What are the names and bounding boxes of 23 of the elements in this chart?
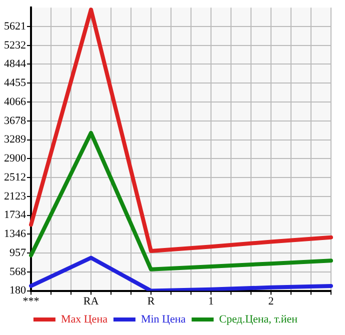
y-tick-label: 1734 [4,209,26,222]
y-tick-label: 2123 [4,190,26,202]
x-tick-label: 2 [268,295,274,308]
legend-label: Min Цена [140,313,186,326]
x-tick-label: R [147,295,156,308]
y-tick-label: 4844 [4,58,26,70]
y-tick-label: 4455 [4,77,26,90]
y-tick-label: 1346 [4,228,26,240]
y-tick-label: 4066 [4,96,26,108]
y-tick-label: 5621 [4,20,26,32]
legend-label: Max Цена [60,313,108,326]
y-tick-label: 568 [10,266,26,278]
y-tick-label: 2900 [4,152,26,165]
y-tick-label: 180 [10,284,26,297]
y-tick-label: 3678 [4,114,26,127]
y-tick-label: 3289 [4,134,26,146]
x-tick-label: *** [22,295,40,308]
x-tick-label: 1 [208,295,214,308]
x-tick-label: RA [83,295,99,308]
y-tick-label: 5232 [4,39,26,52]
y-tick-label: 957 [10,246,26,259]
y-tick-label: 2512 [4,171,26,184]
legend-label: Сред.Цена, т.йен [219,313,298,326]
